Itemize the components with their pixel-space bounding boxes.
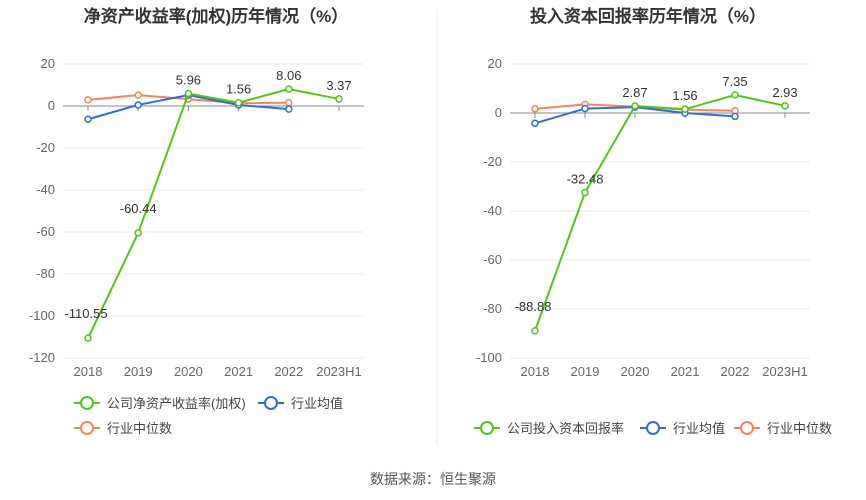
chart-title: 净资产收益率(加权)历年情况（%）	[84, 6, 348, 26]
series-line-0	[87, 88, 340, 339]
data-point[interactable]	[531, 327, 539, 335]
x-tick-label: 2019	[124, 364, 153, 379]
y-tick-label: -60	[36, 224, 55, 239]
data-label: -32.48	[567, 172, 604, 187]
data-point[interactable]	[731, 112, 739, 121]
y-tick-label: -100	[29, 308, 55, 323]
y-tick-label: -40	[36, 182, 55, 197]
data-label: 2.93	[772, 85, 797, 100]
data-point[interactable]	[285, 105, 293, 113]
data-point[interactable]	[285, 98, 293, 107]
data-label: -88.88	[515, 299, 552, 314]
data-point[interactable]	[731, 91, 739, 99]
data-point[interactable]	[84, 334, 92, 342]
y-tick-label: -60	[483, 252, 502, 267]
x-tick-label: 2023H1	[762, 364, 808, 379]
y-tick-label: 0	[48, 98, 55, 113]
x-tick-label: 2022	[721, 364, 750, 379]
data-label: -110.55	[64, 306, 107, 321]
x-tick-label: 2020	[174, 364, 203, 379]
legend-label[interactable]: 公司净资产收益率(加权)	[107, 396, 246, 411]
data-label: 2.87	[622, 85, 647, 100]
y-tick-label: -100	[476, 350, 502, 365]
data-label: -60.44	[120, 201, 157, 216]
legend-marker-icon[interactable]	[646, 421, 660, 435]
data-point[interactable]	[681, 105, 689, 113]
legend-marker-icon[interactable]	[80, 396, 94, 410]
x-tick-label: 2020	[621, 364, 650, 379]
legend-marker-icon[interactable]	[264, 396, 278, 410]
data-point[interactable]	[531, 105, 539, 113]
data-label: 5.96	[176, 72, 201, 87]
x-tick-label: 2018	[521, 364, 550, 379]
data-point[interactable]	[134, 101, 142, 109]
data-point[interactable]	[335, 95, 343, 103]
data-label: 3.37	[326, 78, 351, 93]
data-label: 1.56	[226, 82, 251, 97]
x-tick-label: 2022	[274, 364, 303, 379]
data-point[interactable]	[531, 119, 539, 128]
data-point[interactable]	[84, 115, 92, 123]
data-label: 7.35	[722, 74, 747, 89]
legend-marker-icon[interactable]	[480, 421, 494, 435]
x-tick-label: 2021	[671, 364, 700, 379]
data-point[interactable]	[184, 89, 193, 98]
y-tick-label: -20	[36, 140, 55, 155]
y-tick-label: -20	[483, 154, 502, 169]
x-tick-label: 2023H1	[316, 364, 362, 379]
chart-title: 投入资本回报率历年情况（%）	[530, 6, 766, 26]
x-tick-label: 2019	[571, 364, 600, 379]
data-point[interactable]	[234, 98, 243, 107]
data-label: 1.56	[672, 88, 697, 103]
data-point[interactable]	[134, 91, 142, 99]
data-label: 8.06	[276, 68, 301, 83]
data-point[interactable]	[134, 229, 142, 237]
legend-label[interactable]: 行业中位数	[107, 421, 172, 436]
legend-label[interactable]: 行业中位数	[767, 421, 832, 436]
y-tick-label: -40	[483, 203, 502, 218]
legend-marker-icon[interactable]	[80, 421, 94, 435]
legend-label[interactable]: 公司投入资本回报率	[507, 421, 624, 436]
legend-label[interactable]: 行业均值	[291, 396, 343, 411]
y-tick-label: 0	[495, 105, 502, 120]
y-tick-label: 20	[41, 56, 55, 71]
y-tick-label: -80	[483, 301, 502, 316]
data-point[interactable]	[285, 85, 293, 93]
series-line-0	[534, 93, 786, 332]
data-point[interactable]	[84, 96, 92, 104]
x-tick-label: 2021	[224, 364, 253, 379]
legend-marker-icon[interactable]	[740, 421, 754, 435]
data-point[interactable]	[781, 102, 789, 110]
data-point[interactable]	[581, 188, 589, 197]
y-tick-label: -120	[29, 350, 55, 365]
legend-label[interactable]: 行业均值	[673, 421, 725, 436]
y-tick-label: 20	[488, 56, 502, 71]
y-tick-label: -80	[36, 266, 55, 281]
x-tick-label: 2018	[74, 364, 103, 379]
source-text: 数据来源：恒生聚源	[370, 471, 496, 487]
data-point[interactable]	[631, 102, 639, 110]
data-point[interactable]	[581, 104, 589, 113]
